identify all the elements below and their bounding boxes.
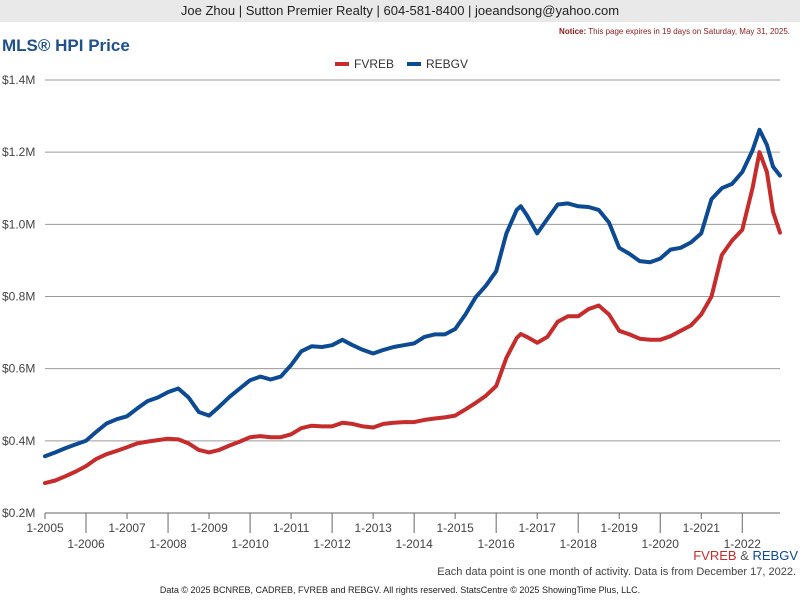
legend-item-rebgv: REBGV: [407, 57, 468, 71]
y-tick-label: $0.2M: [2, 506, 35, 520]
x-tick-label: 1-2018: [560, 537, 598, 551]
copyright-footer: Data © 2025 BCNREB, CADREB, FVREB and RE…: [159, 585, 641, 595]
x-tick-label: 1-2012: [313, 537, 351, 551]
x-tick-label: 1-2005: [26, 521, 64, 535]
corner-legend-fvreb: FVREB: [693, 548, 736, 563]
series-line-fvreb: [43, 150, 782, 486]
y-axis: $0.2M $0.4M $0.6M $0.8M $1.0M $1.2M $1.4M: [2, 73, 35, 520]
y-tick-label: $0.8M: [2, 290, 35, 304]
x-tick-label: 1-2015: [436, 521, 474, 535]
notice-label: Notice:: [559, 27, 587, 36]
series-lines: [43, 127, 782, 486]
legend-label: FVREB: [354, 57, 394, 71]
y-tick-label: $0.6M: [2, 362, 35, 376]
x-tick-label: 1-2016: [477, 537, 515, 551]
x-tick-label: 1-2020: [642, 537, 680, 551]
corner-legend: FVREB & REBGV: [693, 548, 798, 563]
grid-lines: [45, 79, 780, 514]
x-tick-label: 1-2019: [601, 521, 639, 535]
y-tick-label: $1.4M: [2, 73, 35, 87]
legend-label: REBGV: [426, 57, 468, 71]
series-line-rebgv: [43, 127, 782, 459]
x-tick-label: 1-2010: [231, 537, 269, 551]
y-tick-label: $1.2M: [2, 145, 35, 159]
corner-legend-amp: &: [737, 548, 753, 563]
x-tick-label: 1-2009: [190, 521, 228, 535]
legend-item-fvreb: FVREB: [335, 57, 394, 71]
x-tick-label: 1-2007: [108, 521, 146, 535]
x-tick-label: 1-2014: [395, 537, 433, 551]
notice-text: This page expires in 19 days on Saturday…: [588, 27, 790, 36]
corner-legend-rebgv: REBGV: [752, 548, 798, 563]
x-tick-label: 1-2017: [519, 521, 557, 535]
corner-legend-text: FVREB & REBGV: [693, 548, 798, 563]
chart-title: MLS® HPI Price: [2, 36, 130, 55]
y-tick-label: $0.4M: [2, 434, 35, 448]
legend: FVREB REBGV: [335, 57, 468, 71]
agent-contact-info: Joe Zhou | Sutton Premier Realty | 604-5…: [180, 3, 620, 18]
x-tick-label: 1-2011: [273, 521, 310, 535]
x-tick-label: 1-2022: [724, 537, 762, 551]
x-tick-label: 1-2013: [354, 521, 392, 535]
y-tick-label: $1.0M: [2, 217, 35, 231]
x-tick-label: 1-2006: [67, 537, 105, 551]
x-tick-label: 1-2021: [683, 521, 721, 535]
data-footnote: Each data point is one month of activity…: [437, 566, 796, 578]
header-bar: Joe Zhou | Sutton Premier Realty | 604-5…: [0, 0, 800, 22]
x-tick-label: 1-2008: [149, 537, 187, 551]
expiry-notice: Notice: This page expires in 19 days on …: [559, 27, 790, 36]
